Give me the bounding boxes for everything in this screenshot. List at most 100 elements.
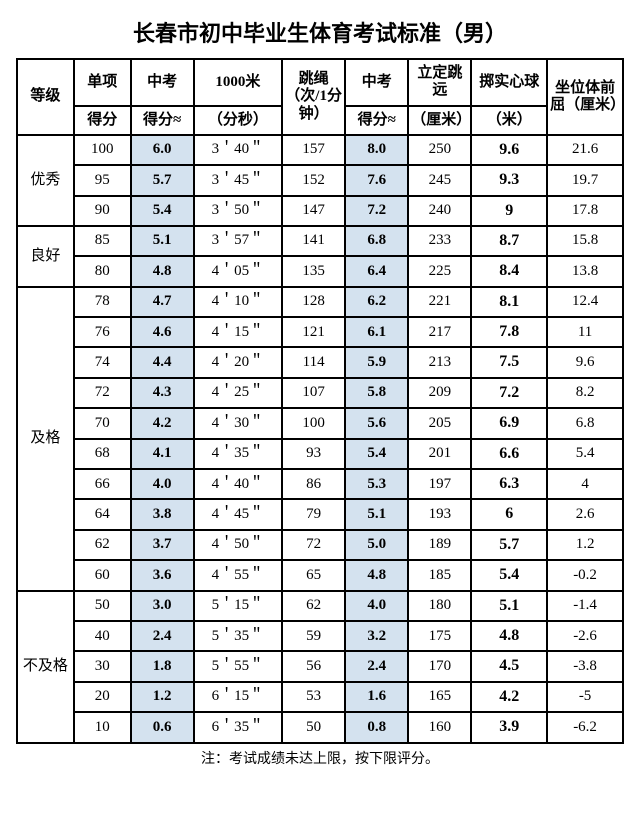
zk1-cell: 3.0 <box>131 591 194 621</box>
score-cell: 40 <box>74 621 131 651</box>
score-cell: 66 <box>74 469 131 499</box>
jump-cell: 221 <box>408 287 471 317</box>
zk1-cell: 4.8 <box>131 256 194 286</box>
ball-cell: 7.5 <box>471 347 547 377</box>
jump-cell: 165 <box>408 682 471 712</box>
ball-cell: 9.3 <box>471 165 547 195</box>
header-zhongkao1: 中考 <box>131 59 194 106</box>
zk1-cell: 3.8 <box>131 499 194 529</box>
table-row: 804.84＇05＂1356.42258.413.8 <box>17 256 623 286</box>
score-cell: 90 <box>74 196 131 226</box>
zk1-cell: 5.4 <box>131 196 194 226</box>
zk1-cell: 6.0 <box>131 135 194 165</box>
jump-cell: 209 <box>408 378 471 408</box>
sit-cell: 11 <box>547 317 623 347</box>
ball-cell: 9.6 <box>471 135 547 165</box>
sit-cell: -2.6 <box>547 621 623 651</box>
m1000-cell: 3＇40＂ <box>194 135 282 165</box>
ball-cell: 5.7 <box>471 530 547 560</box>
score-cell: 50 <box>74 591 131 621</box>
header-zk2-sub: 得分≈ <box>345 106 408 135</box>
ball-cell: 5.4 <box>471 560 547 590</box>
table-row: 664.04＇40＂865.31976.34 <box>17 469 623 499</box>
m1000-cell: 4＇50＂ <box>194 530 282 560</box>
table-row: 不及格503.05＇15＂624.01805.1-1.4 <box>17 591 623 621</box>
rope-cell: 152 <box>282 165 345 195</box>
header-grade: 等级 <box>17 59 74 135</box>
zk1-cell: 4.2 <box>131 408 194 438</box>
m1000-cell: 4＇40＂ <box>194 469 282 499</box>
score-cell: 60 <box>74 560 131 590</box>
m1000-cell: 5＇15＂ <box>194 591 282 621</box>
table-body: 优秀1006.03＇40＂1578.02509.621.6955.73＇45＂1… <box>17 135 623 743</box>
rope-cell: 114 <box>282 347 345 377</box>
score-cell: 72 <box>74 378 131 408</box>
jump-cell: 213 <box>408 347 471 377</box>
m1000-cell: 4＇20＂ <box>194 347 282 377</box>
sit-cell: -6.2 <box>547 712 623 742</box>
m1000-cell: 5＇55＂ <box>194 651 282 681</box>
zk1-cell: 1.8 <box>131 651 194 681</box>
zk1-cell: 0.6 <box>131 712 194 742</box>
score-cell: 70 <box>74 408 131 438</box>
table-row: 955.73＇45＂1527.62459.319.7 <box>17 165 623 195</box>
zk2-cell: 5.9 <box>345 347 408 377</box>
table-row: 301.85＇55＂562.41704.5-3.8 <box>17 651 623 681</box>
score-cell: 80 <box>74 256 131 286</box>
sit-cell: 8.2 <box>547 378 623 408</box>
zk2-cell: 6.4 <box>345 256 408 286</box>
sit-cell: -5 <box>547 682 623 712</box>
jump-cell: 193 <box>408 499 471 529</box>
ball-cell: 3.9 <box>471 712 547 742</box>
table-row: 905.43＇50＂1477.2240917.8 <box>17 196 623 226</box>
ball-cell: 6 <box>471 499 547 529</box>
zk2-cell: 6.1 <box>345 317 408 347</box>
m1000-cell: 4＇05＂ <box>194 256 282 286</box>
jump-cell: 160 <box>408 712 471 742</box>
jump-cell: 225 <box>408 256 471 286</box>
sit-cell: -3.8 <box>547 651 623 681</box>
zk2-cell: 7.2 <box>345 196 408 226</box>
table-row: 及格784.74＇10＂1286.22218.112.4 <box>17 287 623 317</box>
table-row: 684.14＇35＂935.42016.65.4 <box>17 439 623 469</box>
jump-cell: 175 <box>408 621 471 651</box>
table-note: 注：考试成绩未达上限，按下限评分。 <box>16 748 624 768</box>
grade-cell: 不及格 <box>17 591 74 743</box>
ball-cell: 7.2 <box>471 378 547 408</box>
jump-cell: 170 <box>408 651 471 681</box>
rope-cell: 62 <box>282 591 345 621</box>
zk2-cell: 0.8 <box>345 712 408 742</box>
rope-cell: 50 <box>282 712 345 742</box>
sit-cell: 15.8 <box>547 226 623 256</box>
jump-cell: 250 <box>408 135 471 165</box>
score-cell: 20 <box>74 682 131 712</box>
ball-cell: 8.1 <box>471 287 547 317</box>
table-row: 100.66＇35＂500.81603.9-6.2 <box>17 712 623 742</box>
zk1-cell: 4.7 <box>131 287 194 317</box>
jump-cell: 205 <box>408 408 471 438</box>
rope-cell: 157 <box>282 135 345 165</box>
zk2-cell: 5.1 <box>345 499 408 529</box>
zk1-cell: 5.7 <box>131 165 194 195</box>
sit-cell: 1.2 <box>547 530 623 560</box>
score-cell: 85 <box>74 226 131 256</box>
header-sit: 坐位体前屈（厘米） <box>547 59 623 135</box>
score-cell: 62 <box>74 530 131 560</box>
table-row: 良好855.13＇57＂1416.82338.715.8 <box>17 226 623 256</box>
sit-cell: 12.4 <box>547 287 623 317</box>
standards-table: 等级 单项 中考 1000米 跳绳（次/1分钟） 中考 立定跳远 掷实心球 坐位… <box>16 58 624 744</box>
grade-cell: 良好 <box>17 226 74 287</box>
ball-cell: 6.9 <box>471 408 547 438</box>
m1000-cell: 4＇25＂ <box>194 378 282 408</box>
rope-cell: 56 <box>282 651 345 681</box>
jump-cell: 189 <box>408 530 471 560</box>
header-zhongkao2: 中考 <box>345 59 408 106</box>
zk1-cell: 1.2 <box>131 682 194 712</box>
zk2-cell: 2.4 <box>345 651 408 681</box>
table-header: 等级 单项 中考 1000米 跳绳（次/1分钟） 中考 立定跳远 掷实心球 坐位… <box>17 59 623 135</box>
zk1-cell: 4.4 <box>131 347 194 377</box>
zk1-cell: 4.6 <box>131 317 194 347</box>
table-row: 643.84＇45＂795.119362.6 <box>17 499 623 529</box>
score-cell: 78 <box>74 287 131 317</box>
ball-cell: 8.4 <box>471 256 547 286</box>
